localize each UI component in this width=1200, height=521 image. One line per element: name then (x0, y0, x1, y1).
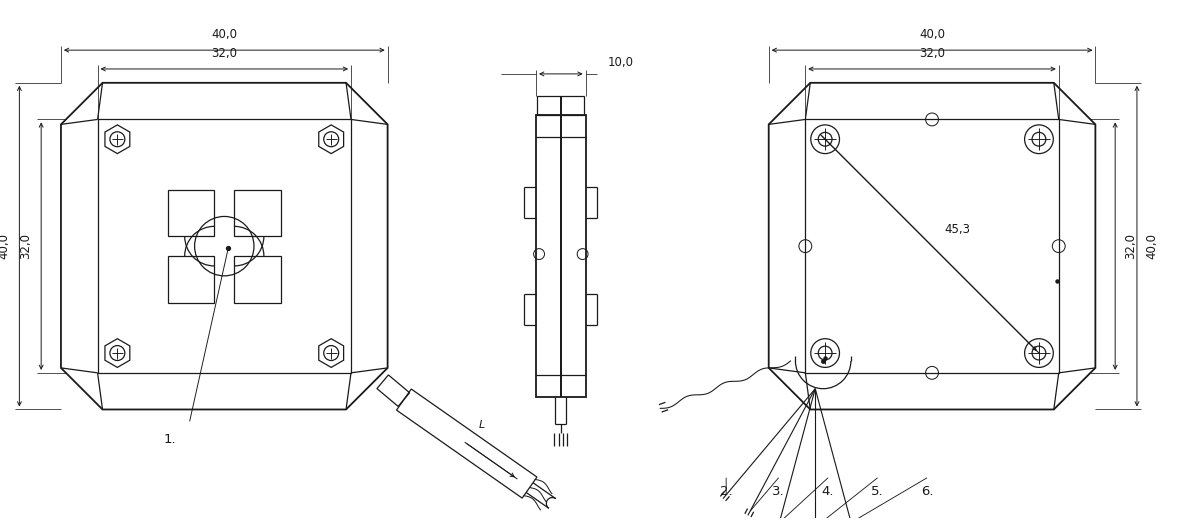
Text: 32,0: 32,0 (1124, 233, 1138, 259)
Text: 40,0: 40,0 (919, 28, 946, 41)
Text: 2.: 2. (720, 485, 732, 498)
Text: 6.: 6. (920, 485, 934, 498)
Bar (234, 256, 281, 303)
Bar (536, 116, 586, 396)
Text: 4.: 4. (822, 485, 834, 498)
Text: 3.: 3. (773, 485, 785, 498)
Text: 10,0: 10,0 (607, 56, 634, 69)
Bar (805, 119, 1058, 373)
Bar (168, 256, 215, 303)
Text: 32,0: 32,0 (211, 47, 238, 60)
Text: L: L (479, 419, 485, 429)
Bar (234, 190, 281, 236)
Bar (538, 96, 584, 116)
Text: 40,0: 40,0 (0, 233, 11, 259)
Text: 5.: 5. (871, 485, 884, 498)
Text: 45,3: 45,3 (944, 223, 971, 236)
Text: 1.: 1. (163, 432, 176, 445)
Bar (97, 119, 350, 373)
Bar (168, 190, 215, 236)
Text: 40,0: 40,0 (1146, 233, 1159, 259)
Text: 32,0: 32,0 (919, 47, 946, 60)
Text: 40,0: 40,0 (211, 28, 238, 41)
Text: 32,0: 32,0 (19, 233, 32, 259)
